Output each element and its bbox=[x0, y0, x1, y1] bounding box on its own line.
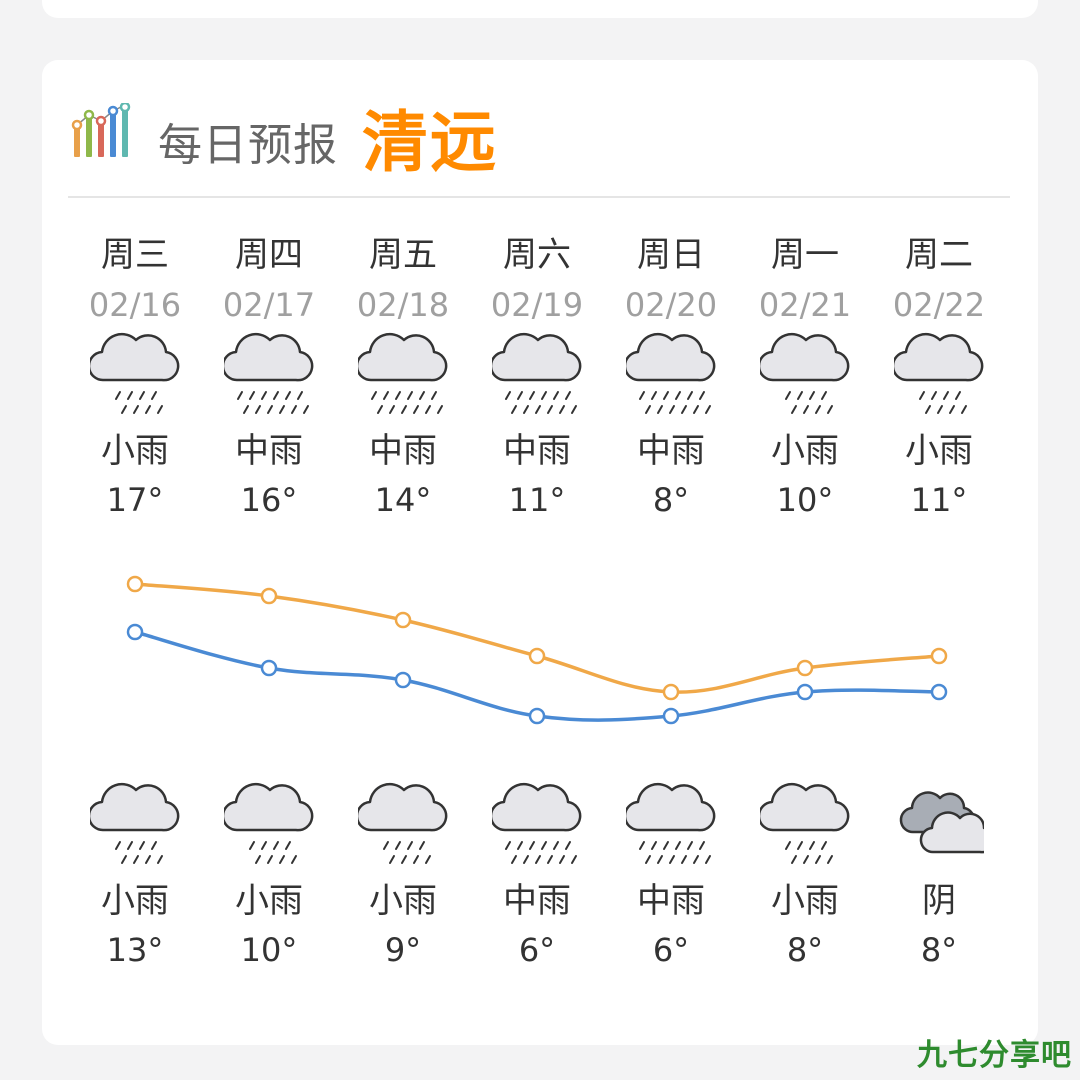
date-label: 02/17 bbox=[222, 286, 316, 324]
overcast-icon bbox=[899, 791, 984, 854]
day-condition: 中雨 bbox=[637, 431, 705, 471]
day-column: 周四 02/17 中雨 16° bbox=[202, 230, 336, 524]
high-temp: 10° bbox=[776, 481, 834, 519]
header-label: 每日预报 bbox=[158, 120, 338, 171]
bar-chart-logo-icon bbox=[71, 103, 131, 157]
low-temp-point bbox=[126, 623, 144, 641]
night-condition: 小雨 bbox=[101, 881, 169, 921]
day-column: 周五 02/18 中雨 14° bbox=[336, 230, 470, 524]
high-temp-point bbox=[528, 647, 546, 665]
moderate-rain-icon bbox=[224, 332, 314, 414]
date-label: 02/18 bbox=[356, 286, 450, 324]
low-temp: 6° bbox=[518, 931, 556, 969]
high-temp: 16° bbox=[240, 481, 298, 519]
day-condition: 中雨 bbox=[503, 431, 571, 471]
forecast-header: 每日预报 清远 bbox=[70, 95, 1020, 181]
low-temp-point bbox=[394, 671, 412, 689]
day-condition: 中雨 bbox=[369, 431, 437, 471]
light-rain-icon bbox=[90, 332, 180, 414]
day-column: 周日 02/20 中雨 8° bbox=[604, 230, 738, 524]
high-temp: 8° bbox=[652, 481, 690, 519]
night-condition: 中雨 bbox=[503, 881, 571, 921]
high-temp-point bbox=[796, 659, 814, 677]
night-condition: 小雨 bbox=[235, 881, 303, 921]
low-temp: 8° bbox=[920, 931, 958, 969]
low-temp: 13° bbox=[106, 931, 164, 969]
day-condition: 小雨 bbox=[101, 431, 169, 471]
night-column: 阴 8° bbox=[872, 780, 1006, 974]
night-column: 小雨 9° bbox=[336, 780, 470, 974]
day-condition: 小雨 bbox=[905, 431, 973, 471]
day-condition: 中雨 bbox=[235, 431, 303, 471]
day-column: 周六 02/19 中雨 11° bbox=[470, 230, 604, 524]
light-rain-icon bbox=[760, 782, 850, 864]
night-column: 中雨 6° bbox=[470, 780, 604, 974]
weekday-label: 周一 bbox=[771, 235, 839, 275]
night-column: 小雨 13° bbox=[68, 780, 202, 974]
night-column: 中雨 6° bbox=[604, 780, 738, 974]
date-label: 02/20 bbox=[624, 286, 718, 324]
night-column: 小雨 10° bbox=[202, 780, 336, 974]
temperature-chart bbox=[126, 575, 948, 725]
light-rain-icon bbox=[224, 782, 314, 864]
weekday-label: 周六 bbox=[503, 235, 571, 275]
date-label: 02/16 bbox=[88, 286, 182, 324]
low-temp: 8° bbox=[786, 931, 824, 969]
moderate-rain-icon bbox=[626, 782, 716, 864]
high-temp-point bbox=[126, 575, 144, 593]
date-label: 02/19 bbox=[490, 286, 584, 324]
daily-forecast-card bbox=[42, 60, 1038, 1045]
moderate-rain-icon bbox=[492, 782, 582, 864]
high-temp: 11° bbox=[508, 481, 566, 519]
city-name: 清远 bbox=[362, 104, 498, 181]
light-rain-icon bbox=[894, 332, 984, 414]
day-column: 周二 02/22 小雨 11° bbox=[872, 230, 1006, 524]
high-temp: 11° bbox=[910, 481, 968, 519]
date-label: 02/21 bbox=[758, 286, 852, 324]
weekday-label: 周三 bbox=[101, 235, 169, 275]
divider bbox=[68, 196, 1010, 198]
low-temp-point bbox=[930, 683, 948, 701]
low-temp: 10° bbox=[240, 931, 298, 969]
moderate-rain-icon bbox=[492, 332, 582, 414]
night-condition: 中雨 bbox=[637, 881, 705, 921]
day-column: 周三 02/16 小雨 17° bbox=[68, 230, 202, 524]
light-rain-icon bbox=[760, 332, 850, 414]
low-temp: 6° bbox=[652, 931, 690, 969]
weekday-label: 周日 bbox=[637, 235, 705, 275]
night-condition: 小雨 bbox=[771, 881, 839, 921]
low-temp-point bbox=[662, 707, 680, 725]
low-temp: 9° bbox=[384, 931, 422, 969]
high-temp-point bbox=[394, 611, 412, 629]
high-temp: 14° bbox=[374, 481, 432, 519]
light-rain-icon bbox=[90, 782, 180, 864]
high-temp-point bbox=[260, 587, 278, 605]
moderate-rain-icon bbox=[358, 332, 448, 414]
low-temp-point bbox=[260, 659, 278, 677]
day-condition: 小雨 bbox=[771, 431, 839, 471]
date-label: 02/22 bbox=[892, 286, 986, 324]
night-condition: 小雨 bbox=[369, 881, 437, 921]
high-temp-point bbox=[930, 647, 948, 665]
weekday-label: 周五 bbox=[369, 235, 437, 275]
high-temp: 17° bbox=[106, 481, 164, 519]
night-condition: 阴 bbox=[922, 881, 956, 921]
low-temp-point bbox=[796, 683, 814, 701]
low-temp-point bbox=[528, 707, 546, 725]
low-temp-line bbox=[134, 630, 940, 722]
night-column: 小雨 8° bbox=[738, 780, 872, 974]
moderate-rain-icon bbox=[626, 332, 716, 414]
day-column: 周一 02/21 小雨 10° bbox=[738, 230, 872, 524]
weekday-label: 周二 bbox=[905, 235, 973, 275]
weekday-label: 周四 bbox=[235, 235, 303, 275]
watermark: 九七分享吧 bbox=[917, 1038, 1072, 1073]
previous-card bbox=[42, 0, 1038, 18]
light-rain-icon bbox=[358, 782, 448, 864]
high-temp-line bbox=[134, 582, 940, 694]
high-temp-point bbox=[662, 683, 680, 701]
